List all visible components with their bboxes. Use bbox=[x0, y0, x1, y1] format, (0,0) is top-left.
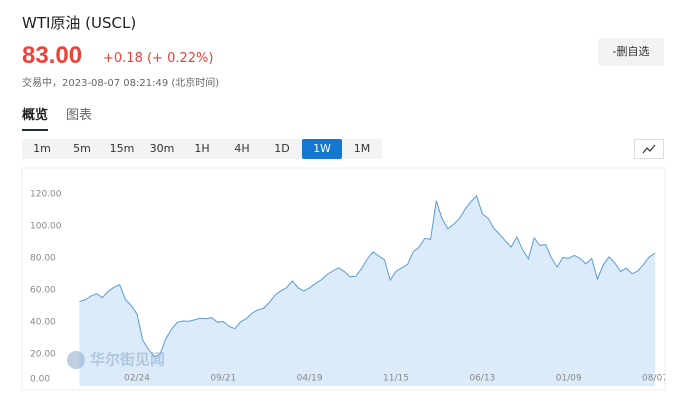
chart-type-button[interactable] bbox=[634, 139, 664, 159]
x-tick-label: 06/13 bbox=[469, 374, 495, 384]
y-tick-label: 60.00 bbox=[30, 286, 56, 296]
x-tick-label: 01/09 bbox=[556, 374, 582, 384]
x-tick-label: 11/15 bbox=[383, 374, 409, 384]
interval-button[interactable]: 1M bbox=[353, 142, 371, 155]
x-tick-label: 09/21 bbox=[210, 374, 236, 384]
x-tick-label: 08/07 bbox=[642, 374, 668, 384]
interval-button[interactable]: 1D bbox=[274, 142, 290, 155]
watchlist-button[interactable]: -删自选 bbox=[598, 38, 664, 66]
price-change: +0.18 (+ 0.22%) bbox=[103, 51, 214, 66]
instrument-title: WTI原油 (USCL) bbox=[22, 14, 137, 32]
y-tick-label: 120.00 bbox=[30, 190, 62, 200]
watermark-logo bbox=[67, 351, 85, 369]
watermark: 华尔街见闻 bbox=[67, 351, 165, 369]
x-tick-label: 04/19 bbox=[297, 374, 323, 384]
interval-button[interactable]: 1m bbox=[33, 142, 51, 155]
price-line bbox=[79, 194, 656, 358]
area-fill bbox=[79, 195, 655, 386]
line-icon bbox=[642, 144, 656, 154]
y-tick-label: 40.00 bbox=[30, 318, 56, 328]
tab[interactable]: 概览 bbox=[22, 104, 49, 131]
interval-button[interactable]: 1W bbox=[302, 139, 342, 159]
trade-status: 交易中，2023-08-07 08:21:49 (北京时间) bbox=[22, 78, 220, 89]
interval-bar: 1m 5m 15m 30m 1H 4H 1D 1W 1M bbox=[22, 139, 382, 159]
interval-button[interactable]: 15m bbox=[109, 142, 135, 155]
price: 83.00 bbox=[22, 42, 83, 69]
chart: 0.00 20.00 40.00 60.00 80.00 100.00 120.00 02/2… bbox=[21, 167, 668, 391]
interval-button[interactable]: 1H bbox=[194, 142, 210, 155]
y-tick-label: 100.00 bbox=[30, 222, 62, 232]
y-tick-label: 20.00 bbox=[30, 350, 56, 360]
interval-button[interactable]: 30m bbox=[149, 142, 175, 155]
y-tick-label: 0.00 bbox=[30, 375, 50, 385]
tab[interactable]: 图表 bbox=[66, 108, 93, 123]
x-tick-label: 02/24 bbox=[124, 374, 150, 384]
y-tick-label: 80.00 bbox=[30, 254, 56, 264]
interval-button[interactable]: 5m bbox=[73, 142, 91, 155]
tabs: 概览 图表 bbox=[22, 104, 110, 131]
interval-button[interactable]: 4H bbox=[234, 142, 250, 155]
watermark-text: 华尔街见闻 bbox=[90, 351, 165, 369]
